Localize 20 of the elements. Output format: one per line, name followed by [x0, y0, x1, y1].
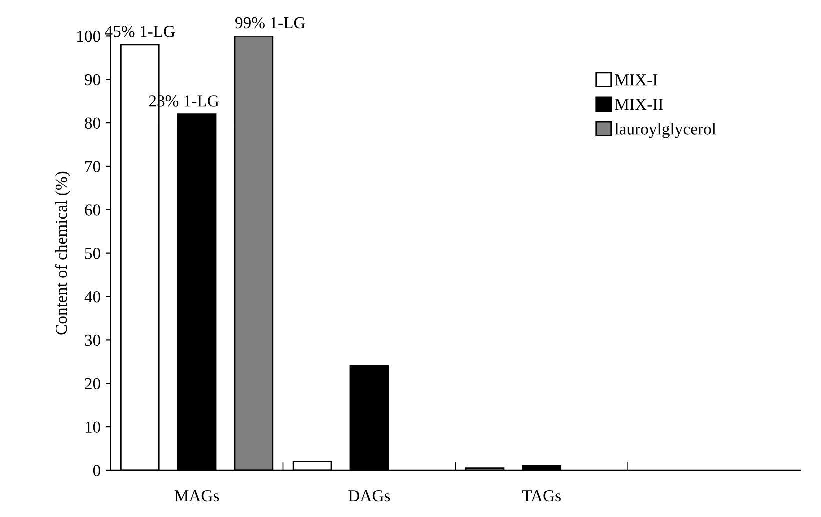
y-axis-title: Content of chemical (%): [55, 172, 71, 335]
y-tick-label: 20: [85, 378, 100, 390]
y-tick-label: 30: [85, 334, 100, 346]
annotation: 45% 1-LG: [105, 26, 176, 38]
y-tick-label: 0: [93, 465, 100, 476]
x-tick-label: TAGs: [522, 490, 561, 502]
y-tick-label: 70: [86, 161, 100, 172]
y-tick-label: 60: [85, 204, 100, 216]
y-tick-label: 100: [78, 30, 100, 42]
y-tick-label: 90: [84, 74, 100, 86]
legend-label: MIX-II: [615, 99, 664, 110]
x-tick-label: DAGs: [348, 490, 390, 502]
y-tick-label: 10: [86, 422, 100, 433]
y-tick-label: 50: [85, 248, 100, 260]
legend-label: lauroylglycerol: [615, 123, 716, 138]
text: 99% 1-LG: [236, 17, 306, 29]
y-tick-label: 40: [84, 291, 100, 303]
legend-label: MIX-I: [615, 74, 658, 86]
x-tick-label: MAGs: [174, 490, 220, 502]
y-tick-label: 80: [85, 118, 100, 129]
